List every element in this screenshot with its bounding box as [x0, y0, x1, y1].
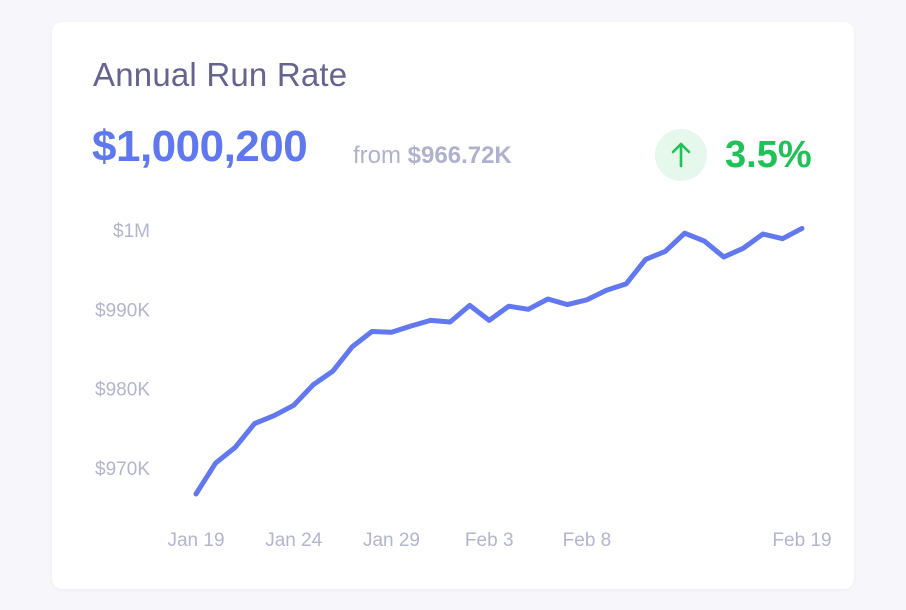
data-point[interactable] — [309, 381, 317, 389]
data-point[interactable] — [427, 316, 435, 324]
data-point[interactable] — [563, 301, 571, 309]
y-tick-label: $970K — [95, 459, 150, 480]
current-value: $1,000,200 — [92, 122, 308, 171]
data-point[interactable] — [681, 229, 689, 237]
run-rate-card: Annual Run Rate $1,000,200 from $966.72K… — [52, 22, 854, 589]
y-tick-label: $990K — [95, 300, 150, 321]
change-percent: 3.5% — [725, 134, 812, 176]
data-point[interactable] — [329, 367, 337, 375]
x-tick-label: Jan 24 — [265, 530, 322, 551]
data-point[interactable] — [485, 316, 493, 324]
data-point[interactable] — [505, 302, 513, 310]
previous-value: from $966.72K — [353, 142, 512, 170]
data-point[interactable] — [603, 286, 611, 294]
data-point[interactable] — [759, 230, 767, 238]
y-tick-label: $1M — [113, 221, 150, 242]
data-point[interactable] — [798, 224, 806, 232]
from-label: from — [353, 142, 401, 169]
data-point[interactable] — [192, 490, 200, 498]
data-point[interactable] — [387, 328, 395, 336]
data-point[interactable] — [446, 318, 454, 326]
data-point[interactable] — [368, 328, 376, 336]
x-tick-label: Jan 29 — [363, 530, 420, 551]
data-point[interactable] — [290, 401, 298, 409]
y-tick-label: $980K — [95, 380, 150, 401]
card-title: Annual Run Rate — [93, 56, 348, 93]
x-tick-label: Feb 19 — [772, 530, 831, 551]
x-tick-label: Feb 8 — [563, 530, 612, 551]
data-point[interactable] — [739, 244, 747, 252]
data-point[interactable] — [270, 412, 278, 420]
data-point[interactable] — [642, 255, 650, 263]
data-point[interactable] — [700, 237, 708, 245]
x-tick-label: Jan 19 — [167, 530, 224, 551]
data-point[interactable] — [348, 343, 356, 351]
data-point[interactable] — [778, 235, 786, 243]
x-tick-label: Feb 3 — [465, 530, 514, 551]
data-point[interactable] — [661, 247, 669, 255]
data-point[interactable] — [407, 322, 415, 330]
data-point[interactable] — [622, 280, 630, 288]
data-point[interactable] — [583, 296, 591, 304]
data-point[interactable] — [466, 301, 474, 309]
data-point[interactable] — [251, 420, 259, 428]
from-amount: $966.72K — [407, 142, 512, 169]
arrow-up-icon — [655, 129, 707, 181]
data-point[interactable] — [720, 253, 728, 261]
data-point[interactable] — [212, 459, 220, 467]
data-point[interactable] — [544, 295, 552, 303]
data-point[interactable] — [524, 305, 532, 313]
series-line — [193, 225, 805, 497]
data-point[interactable] — [231, 443, 239, 451]
